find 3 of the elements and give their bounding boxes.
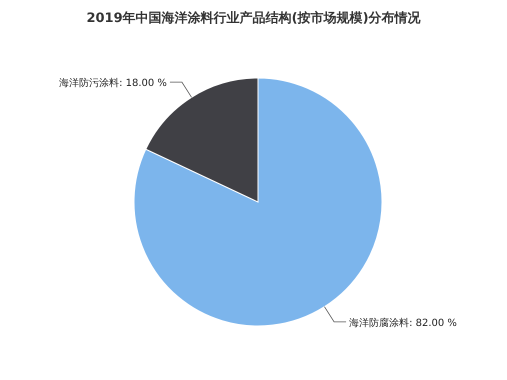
slice-label: 海洋防腐涂料: 82.00 % xyxy=(349,316,457,329)
slice-label: 海洋防污涂料: 18.00 % xyxy=(59,77,167,90)
chart-title: 2019年中国海洋涂料行业产品结构(按市场规模)分布情况 xyxy=(86,10,422,26)
